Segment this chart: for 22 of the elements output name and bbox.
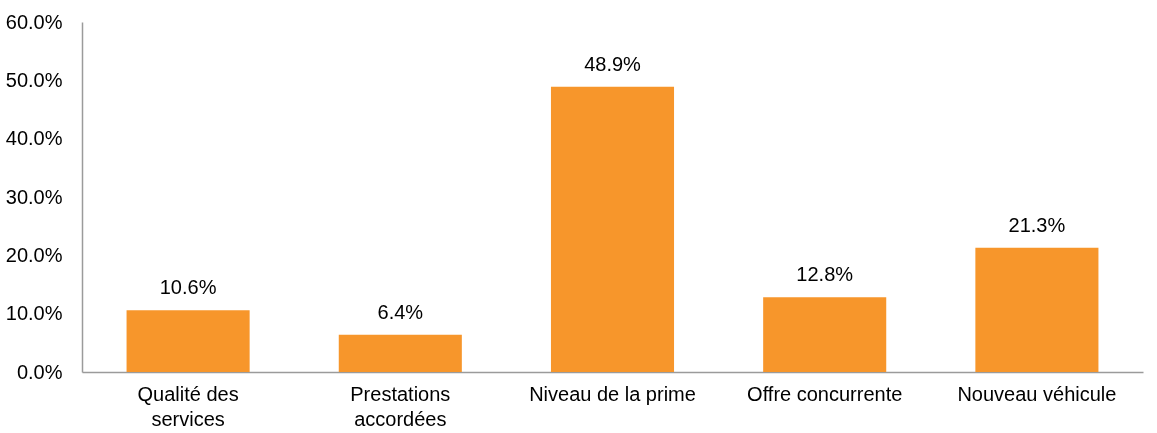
data-label: 21.3% (1008, 213, 1066, 236)
y-tick-label: 60.0% (5, 10, 63, 33)
x-tick-label: Prestations accordées (350, 382, 451, 430)
x-tick-label: Qualité des services (137, 382, 239, 430)
bar (975, 247, 1099, 372)
bar (338, 334, 462, 372)
bar (126, 310, 250, 372)
x-tick-label: Nouveau véhicule (957, 382, 1117, 405)
x-tick-label: Offre concurrente (747, 382, 903, 405)
data-label: 10.6% (159, 276, 217, 299)
bar (763, 297, 887, 372)
data-label: 12.8% (796, 263, 854, 286)
y-tick-label: 30.0% (5, 185, 63, 208)
y-tick-label: 50.0% (5, 68, 63, 91)
y-tick-label: 10.0% (5, 302, 63, 325)
data-label: 6.4% (377, 300, 424, 323)
y-tick-label: 0.0% (16, 360, 63, 383)
y-tick-label: 40.0% (5, 127, 63, 150)
bar (550, 86, 675, 372)
data-label: 48.9% (584, 52, 642, 75)
x-tick-label: Niveau de la prime (529, 382, 696, 405)
y-tick-label: 20.0% (5, 243, 63, 266)
